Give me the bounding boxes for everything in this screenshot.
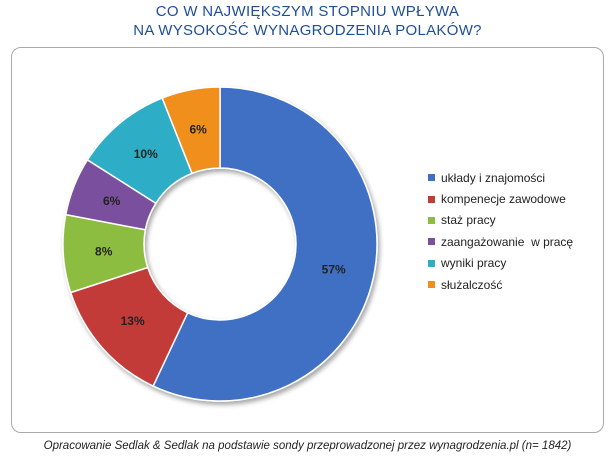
- slice-1: [152, 86, 378, 402]
- legend-label: kompenecje zawodowe: [441, 192, 566, 207]
- legend-label: układy i znajomości: [441, 170, 546, 185]
- slice-label-5: 10%: [134, 147, 158, 161]
- slice-label-4: 6%: [103, 194, 121, 208]
- legend-swatch: [428, 216, 435, 224]
- legend-item-6: służalczość: [428, 274, 573, 295]
- slice-label-2: 13%: [121, 314, 145, 328]
- legend-swatch: [428, 195, 435, 203]
- legend-item-1: układy i znajomości: [428, 167, 573, 188]
- legend-item-5: wyniki pracy: [428, 253, 573, 274]
- slice-label-3: 8%: [95, 244, 113, 258]
- legend-swatch: [428, 259, 435, 267]
- chart-title-line-1: CO W NAJWIĘKSZYM STOPNIU WPŁYWA: [155, 3, 460, 20]
- chart-title: CO W NAJWIĘKSZYM STOPNIU WPŁYWA NA WYSOK…: [0, 2, 615, 40]
- legend-item-2: kompenecje zawodowe: [428, 188, 573, 209]
- legend-label: staż pracy: [441, 213, 496, 228]
- source-note: Opracowanie Sedlak & Sedlak na podstawie…: [43, 440, 572, 452]
- legend-label: służalczość: [441, 277, 503, 292]
- slice-6: [161, 86, 221, 175]
- chart-title-line-2: NA WYSOKOŚĆ WYNAGRODZENIA POLAKÓW?: [133, 22, 482, 39]
- slice-label-6: 6%: [189, 123, 207, 137]
- chart-legend: układy i znajomości kompenecje zawodowe st…: [428, 167, 573, 295]
- slice-label-1: 57%: [322, 262, 346, 276]
- legend-swatch: [428, 174, 435, 182]
- legend-swatch: [428, 281, 435, 289]
- legend-item-3: staż pracy: [428, 210, 573, 231]
- legend-item-4: zaangażowanie w pracę: [428, 231, 573, 252]
- legend-label: wyniki pracy: [441, 256, 507, 271]
- legend-swatch: [428, 238, 435, 246]
- legend-label: zaangażowanie w pracę: [441, 234, 574, 249]
